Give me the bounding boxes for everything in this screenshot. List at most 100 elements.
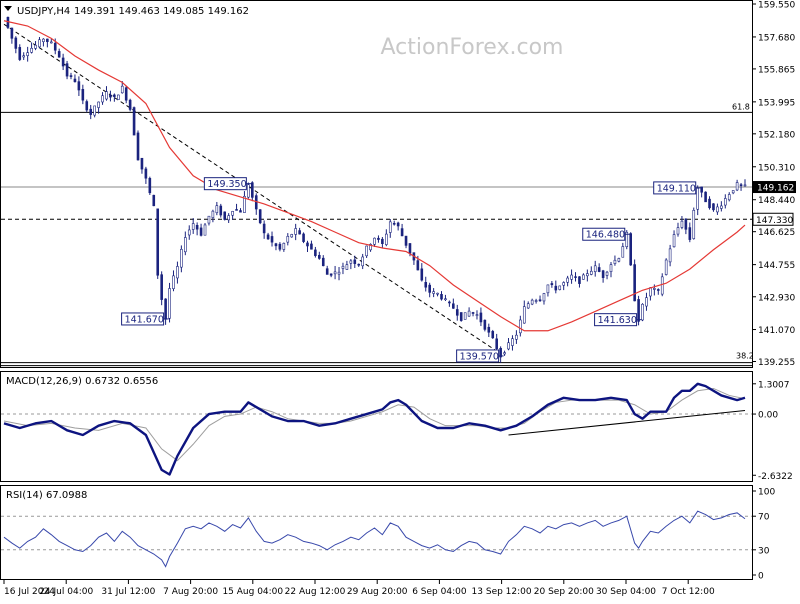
candle-body [18, 47, 22, 60]
candle-body [85, 101, 89, 111]
price-axis-tick-label: 159.550 [758, 1, 795, 11]
candle-body [436, 292, 439, 295]
candle-body [582, 274, 585, 280]
candle-body [156, 208, 160, 276]
candle-body [215, 205, 219, 214]
candle-body [373, 237, 376, 245]
candle-body [69, 75, 73, 77]
candle-body [294, 228, 297, 235]
candle-body [684, 218, 688, 230]
candle-body [385, 233, 388, 245]
candle-body [26, 52, 29, 56]
candle-body [597, 267, 601, 272]
price-annotation-label: 149.350 [207, 179, 246, 190]
candle-body [274, 243, 278, 247]
candle-body [479, 312, 483, 323]
candle-body [459, 312, 463, 321]
candle-body [550, 283, 554, 286]
candle-body [688, 227, 692, 240]
candle-body [89, 108, 93, 115]
price-axis-tick-label: 144.755 [758, 261, 795, 271]
candle-body [452, 303, 455, 309]
candle-body [471, 312, 475, 314]
candle-body [266, 234, 270, 240]
candle-body [302, 233, 305, 242]
rsi-line [3, 510, 746, 568]
candle-body [49, 41, 53, 44]
fib-level-label: 61.8 [732, 102, 750, 111]
price-annotation-label: 149.110 [657, 183, 696, 194]
candle-body [306, 242, 309, 247]
candle-body [247, 184, 250, 198]
candle-body [14, 37, 18, 49]
candle-body [243, 196, 246, 213]
candle-body [180, 249, 183, 268]
candle-body [388, 221, 392, 233]
x-axis-tick-label: 29 Aug 20:00 [347, 587, 408, 597]
candle-body [467, 310, 471, 317]
candle-body [546, 284, 550, 294]
candle-body [448, 301, 451, 304]
price-axis-tick-label: 148.440 [758, 196, 795, 206]
candle-body [53, 42, 57, 51]
macd-trendline [508, 410, 746, 436]
candle-body [676, 227, 680, 235]
candle-body [432, 291, 435, 294]
candle-body [231, 211, 234, 216]
candle-body [720, 205, 723, 209]
candle-body [168, 288, 171, 319]
candle-body [73, 78, 77, 83]
candle-body [191, 223, 195, 230]
candle-body [211, 210, 215, 218]
candle-body [704, 191, 707, 203]
candle-body [716, 206, 719, 213]
candle-body [727, 194, 731, 201]
macd-axis-tick-label: 0.00 [758, 411, 778, 421]
price-axis-tick-label: 146.625 [758, 228, 795, 238]
candle-body [199, 227, 203, 236]
price-axis-tick-label: 153.995 [758, 98, 795, 108]
chart-ohlc-values: 149.391 149.463 149.085 149.162 [74, 6, 249, 17]
candle-body [735, 182, 739, 191]
candle-body [641, 303, 644, 321]
candle-body [562, 282, 565, 286]
candle-body [617, 258, 621, 262]
candle-body [668, 248, 672, 263]
price-annotation-label: 141.630 [598, 315, 637, 326]
candle-body [534, 300, 538, 302]
rsi-axis-tick-label: 0 [758, 572, 764, 582]
candle-body [101, 95, 104, 103]
candle-body [739, 184, 743, 186]
candle-body [487, 326, 491, 333]
x-axis-tick-label: 31 Jul 12:00 [101, 587, 155, 597]
candle-body [176, 266, 179, 279]
candle-body [128, 99, 132, 110]
candle-body [578, 276, 581, 284]
candle-body [184, 237, 187, 253]
rsi-axis-tick-label: 70 [758, 513, 770, 523]
candle-body [172, 275, 175, 289]
candle-body [723, 198, 727, 206]
candle-body [396, 222, 400, 227]
candle-body [120, 85, 124, 94]
candle-body [416, 260, 420, 271]
candle-body [152, 194, 156, 207]
candle-body [633, 264, 636, 302]
candle-body [239, 210, 242, 213]
candle-body [463, 312, 467, 320]
candle-body [144, 168, 148, 179]
candle-body [692, 210, 696, 239]
candle-body [278, 243, 282, 250]
x-axis-tick-label: 15 Aug 04:00 [222, 587, 283, 597]
support-level-label: 147.330 [756, 216, 793, 226]
dropdown-arrow-icon[interactable] [4, 6, 12, 11]
candle-body [258, 209, 262, 224]
candle-body [424, 282, 428, 288]
candle-body [656, 289, 660, 291]
x-axis-tick-label: 24 Jul 04:00 [39, 587, 93, 597]
candle-body [357, 263, 361, 266]
candle-body [10, 27, 14, 39]
price-axis-tick-label: 141.070 [758, 326, 795, 336]
candle-body [219, 205, 223, 216]
